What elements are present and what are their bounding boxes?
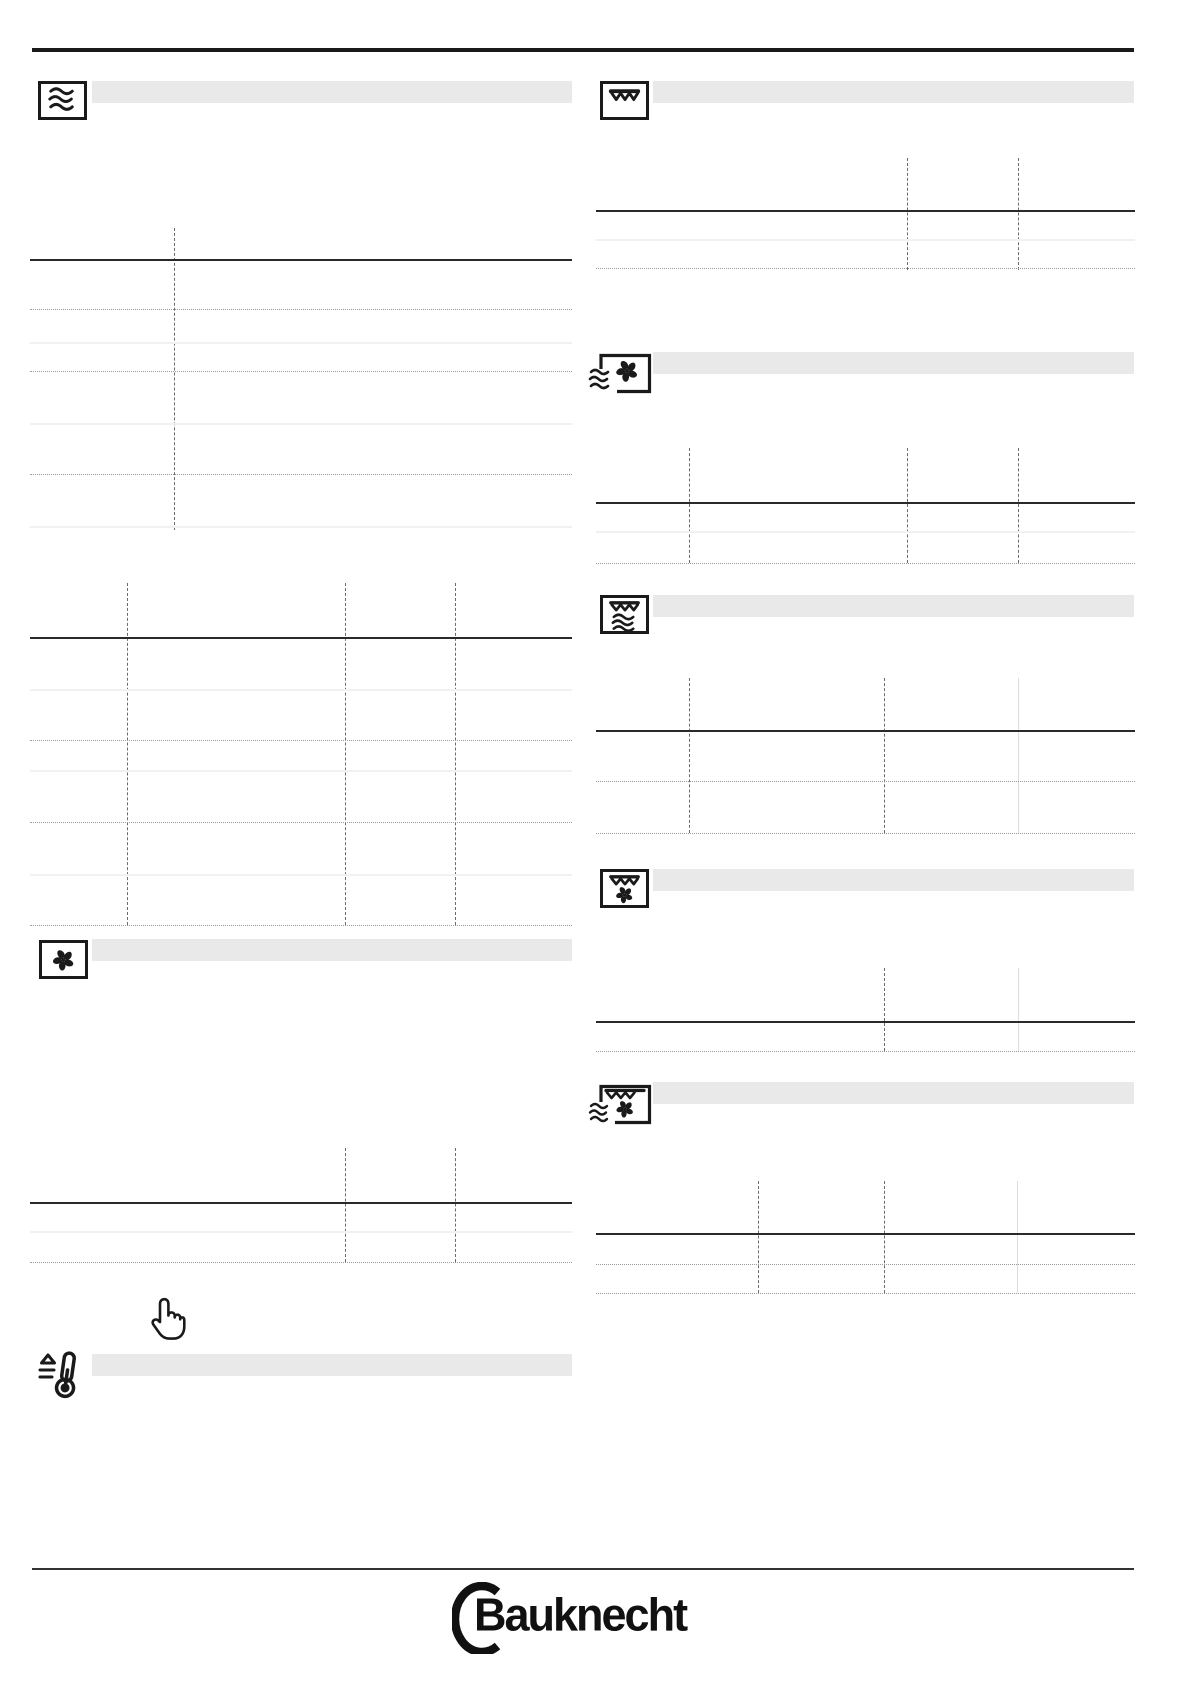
grill-fan-icon xyxy=(609,874,640,903)
table-column-line xyxy=(455,1148,456,1262)
table-row-line xyxy=(30,822,572,823)
table-row-line xyxy=(30,874,572,876)
table-row-line xyxy=(30,1231,572,1233)
table-column-line xyxy=(907,158,908,270)
table-row-line xyxy=(30,770,572,772)
table-column-line xyxy=(907,448,908,563)
table-row-line xyxy=(30,689,572,691)
table-row-line xyxy=(30,925,572,926)
table-column-line xyxy=(345,1148,346,1262)
grill-steam-function-box xyxy=(600,595,649,634)
table-header-line xyxy=(596,210,1135,212)
table-row-line xyxy=(30,526,572,528)
table-row-line xyxy=(30,740,572,741)
table-row-line xyxy=(596,1293,1135,1294)
section-header-bar-steam xyxy=(92,81,572,103)
table-column-line xyxy=(689,448,690,563)
section-header-bar-grill xyxy=(653,81,1134,103)
steam-icon xyxy=(48,86,74,111)
table-row-line xyxy=(30,1262,572,1263)
section-header-bar-fan xyxy=(92,939,572,961)
fan-icon xyxy=(52,949,74,970)
fan-function-box xyxy=(39,940,88,979)
grill-steam-icon xyxy=(609,600,640,632)
table-column-line xyxy=(1018,448,1019,563)
table-row-line xyxy=(30,423,572,425)
page-top-rule xyxy=(32,48,1134,52)
table-header-line xyxy=(596,502,1135,504)
table-row-line xyxy=(596,833,1135,834)
table-column-line xyxy=(1018,968,1019,1051)
fan-steam-function-box xyxy=(588,350,654,396)
page-bottom-rule xyxy=(32,1568,1134,1570)
table-header-line xyxy=(30,1202,572,1204)
table-row-line xyxy=(596,563,1135,564)
table-row-line xyxy=(596,239,1135,241)
table-column-line xyxy=(884,968,885,1051)
grill-fan-steam-function-box xyxy=(588,1081,654,1127)
table-column-line xyxy=(1018,158,1019,270)
table-row-line xyxy=(596,1051,1135,1052)
table-column-line xyxy=(345,583,346,925)
table-column-line xyxy=(884,1181,885,1293)
table-column-line xyxy=(174,228,175,530)
grill-icon xyxy=(608,88,641,101)
grill-function-box xyxy=(600,81,649,120)
section-header-bar-grill-fan-steam xyxy=(653,1082,1134,1104)
steam-function-box xyxy=(38,81,87,120)
hand-pointer-icon xyxy=(146,1294,186,1344)
grill-fan-function-box xyxy=(600,869,649,908)
table-header-line xyxy=(596,1021,1135,1023)
section-header-bar-fan-steam xyxy=(653,352,1134,374)
table-column-line xyxy=(1018,678,1019,833)
brand-logo: Bauknecht xyxy=(452,1582,714,1654)
grill-fan-steam-icon xyxy=(588,1084,652,1125)
thermometer-steam-icon xyxy=(36,1350,86,1400)
table-header-line xyxy=(596,1233,1135,1235)
section-header-bar-grill-steam xyxy=(653,595,1134,617)
table-column-line xyxy=(127,583,128,925)
section-header-bar-grill-fan xyxy=(653,869,1134,891)
fan-steam-icon xyxy=(588,353,652,394)
table-header-line xyxy=(30,259,572,261)
section-header-bar-temperature xyxy=(92,1354,572,1376)
table-header-line xyxy=(30,637,572,639)
brand-logo-ellipse-icon xyxy=(452,1582,501,1654)
table-row-line xyxy=(596,781,1135,782)
table-header-line xyxy=(596,730,1135,732)
brand-logo-text: Bauknecht xyxy=(474,1588,688,1642)
table-row-line xyxy=(30,371,572,372)
table-column-line xyxy=(884,678,885,833)
table-row-line xyxy=(30,309,572,310)
table-row-line xyxy=(30,342,572,344)
table-row-line xyxy=(596,268,1135,269)
table-row-line xyxy=(30,474,572,475)
table-column-line xyxy=(455,583,456,925)
table-row-line xyxy=(596,531,1135,533)
table-column-line xyxy=(689,678,690,833)
table-column-line xyxy=(758,1181,759,1293)
table-column-line xyxy=(1017,1181,1018,1293)
table-row-line xyxy=(596,1264,1135,1265)
